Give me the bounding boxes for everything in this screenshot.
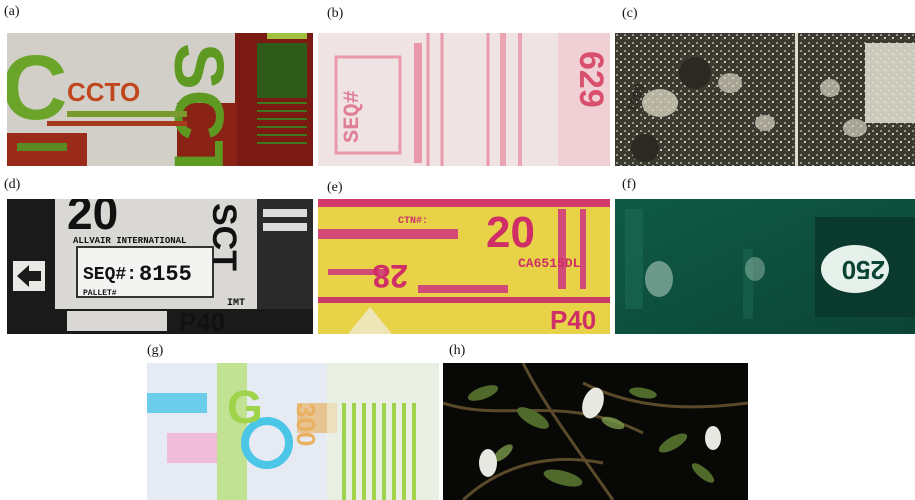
panel-a-text-sct: SCT bbox=[160, 43, 238, 166]
panel-g-label: (g) bbox=[147, 343, 164, 358]
panel-b-text-seq: SEQ# bbox=[340, 90, 365, 143]
panel-d-text-seq: SEQ#: bbox=[83, 265, 137, 285]
panel-g-text-300: 300 bbox=[291, 403, 321, 446]
panel-d-text-allvair: ALLVAIR INTERNATIONAL bbox=[73, 236, 186, 246]
panel-d-text-p40: P40 bbox=[179, 307, 225, 334]
panel-d-text-sct: SCT bbox=[205, 203, 243, 271]
panel-g-text-g: G bbox=[227, 381, 263, 433]
panel-b-label: (b) bbox=[327, 6, 344, 21]
panel-f-label: (f) bbox=[622, 177, 636, 192]
panel-d-text-20: 20 bbox=[67, 199, 118, 239]
panel-h-image bbox=[443, 363, 748, 500]
panel-f-text-250: 250 bbox=[842, 255, 885, 285]
panel-c-label: (c) bbox=[622, 6, 638, 21]
panel-e-text-28: 28 bbox=[372, 258, 408, 294]
panel-b-image: SEQ# 629 bbox=[318, 33, 610, 166]
panel-e-text-20: 20 bbox=[486, 208, 535, 257]
panel-d-text-pallet: PALLET# bbox=[83, 289, 117, 298]
panel-e-text-ctn: CTN#: bbox=[398, 216, 428, 227]
panel-d-image: 20 SCT ALLVAIR INTERNATIONAL SEQ#: 8155 … bbox=[7, 199, 313, 334]
panel-e-image: CTN#: 20 28 CA6515DL P40 bbox=[318, 199, 610, 334]
panel-e-text-ca6515dl: CA6515DL bbox=[518, 256, 581, 271]
panel-h-label: (h) bbox=[449, 343, 466, 358]
panel-d-text-8155: 8155 bbox=[139, 262, 192, 287]
panel-d-label: (d) bbox=[4, 177, 21, 192]
panel-e-label: (e) bbox=[327, 180, 343, 195]
panel-g-image: G 300 bbox=[147, 363, 439, 500]
panel-a-label: (a) bbox=[4, 4, 20, 19]
panel-c-image: 1999 bbox=[615, 33, 915, 166]
panel-e-text-p40: P40 bbox=[550, 305, 596, 334]
panel-a-image: C CCTO SCT bbox=[7, 33, 313, 166]
panel-a-text-ccto: CCTO bbox=[67, 77, 140, 107]
panel-b-text-629: 629 bbox=[572, 51, 610, 108]
panel-d-text-imt: IMT bbox=[227, 298, 245, 309]
panel-f-image: 250 bbox=[615, 199, 915, 334]
